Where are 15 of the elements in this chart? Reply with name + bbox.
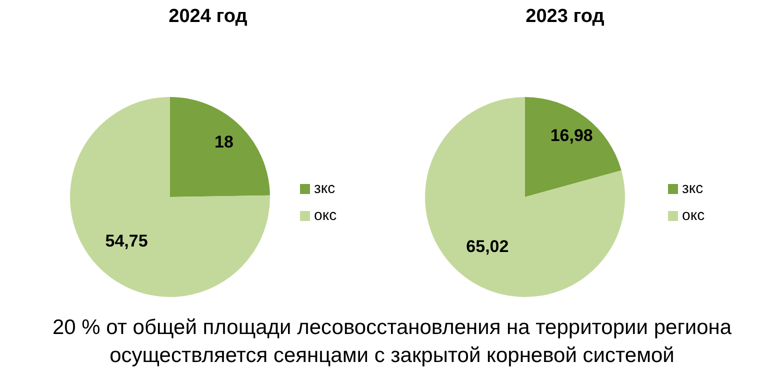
legend-label: зкс: [314, 180, 336, 197]
chart-title: 2024 год: [168, 6, 248, 28]
pie-slice: [425, 97, 625, 297]
chart-title: 2023 год: [524, 6, 606, 28]
data-label: 65,02: [466, 236, 509, 256]
data-label: 18: [214, 132, 234, 152]
legend-label: окс: [314, 207, 337, 224]
pie-slice: [170, 97, 270, 197]
text: 20 % от общей площади лесовосстановления на территории региона осуществляется сеянцами с закрытой корневой системой: [51, 315, 733, 369]
legend-label: окс: [682, 207, 705, 224]
pie-slice: [70, 97, 270, 297]
data-label: 54,75: [105, 232, 148, 251]
legend-label: зкс: [682, 180, 704, 197]
data-label: 16,98: [550, 126, 593, 146]
pie-slice: [525, 97, 622, 197]
